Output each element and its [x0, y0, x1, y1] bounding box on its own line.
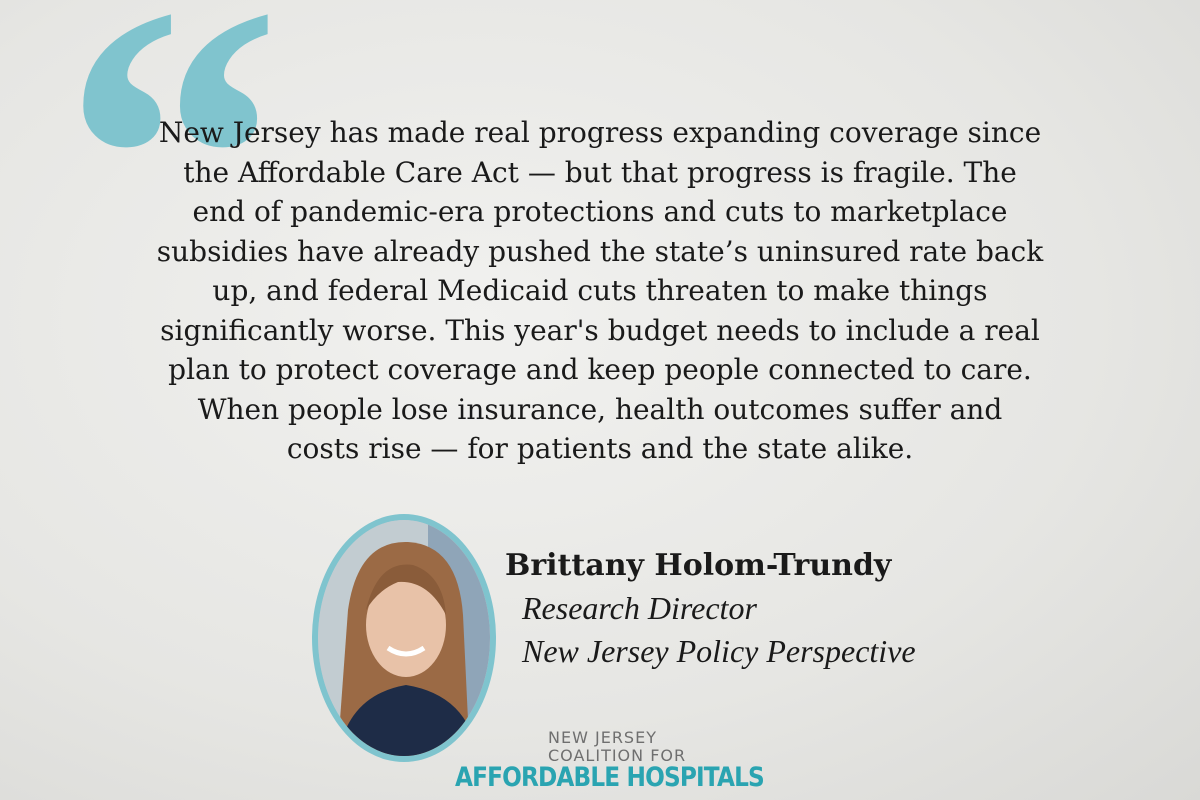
- logo-wordmark: AFFORDABLE HOSPITALS: [455, 762, 765, 793]
- quote-line: end of pandemic-era protections and cuts…: [192, 195, 1008, 228]
- quote-line: the Affordable Care Act — but that progr…: [183, 155, 1017, 189]
- quote-line: significantly worse. This year's budget …: [160, 313, 1040, 347]
- quote-line: costs rise — for patients and the state …: [286, 432, 914, 465]
- quote-line: When people lose insurance, health outco…: [197, 392, 1003, 426]
- quote-mark: “: [62, 0, 282, 403]
- quote-line: plan to protect coverage and keep people…: [168, 353, 1032, 386]
- quote-line: subsidies have already pushed the state’…: [156, 234, 1044, 268]
- quote-line: New Jersey has made real progress expand…: [158, 116, 1042, 149]
- speaker-title: Research Director: [522, 590, 757, 626]
- logo-line: COALITION FOR: [548, 746, 687, 765]
- logo-line: NEW JERSEY: [548, 728, 657, 747]
- quote-line: up, and federal Medicaid cuts threaten t…: [212, 274, 988, 307]
- quote-text: New Jersey has made real progress expand…: [60, 113, 1140, 469]
- speaker-organization: New Jersey Policy Perspective: [522, 633, 916, 669]
- portrait-art: [318, 520, 490, 756]
- portrait: [312, 514, 496, 762]
- speaker-name: Brittany Holom-Trundy: [505, 548, 892, 583]
